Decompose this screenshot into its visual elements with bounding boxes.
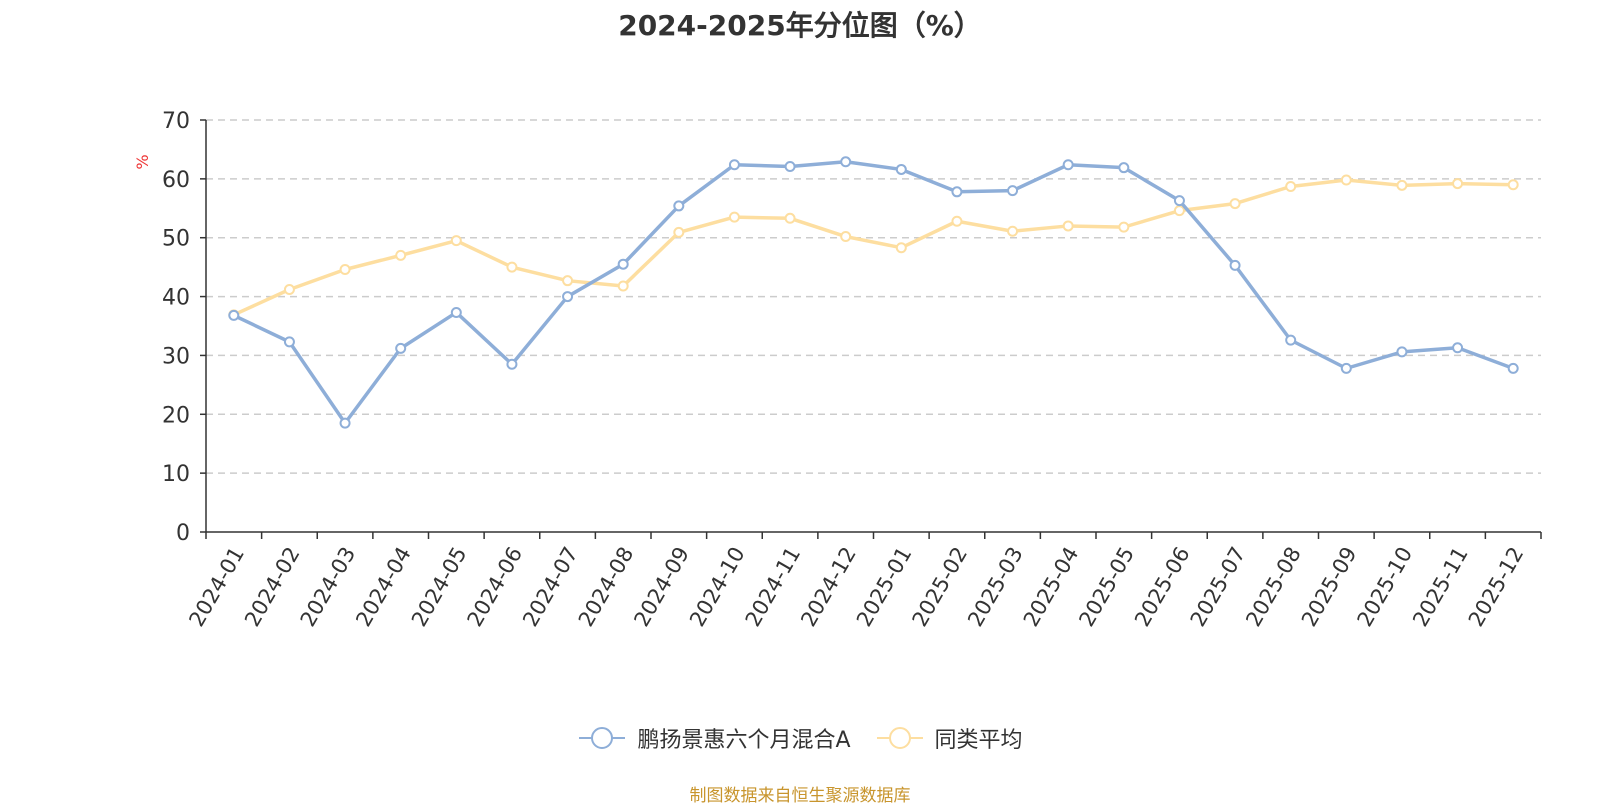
chart-title: 2024-2025年分位图（%） <box>618 9 982 42</box>
x-tick-label: 2024-01 <box>184 543 249 631</box>
data-point <box>1062 220 1074 232</box>
data-point <box>673 200 685 212</box>
data-point <box>784 212 796 224</box>
data-point <box>1173 195 1185 207</box>
x-tick-label: 2024-10 <box>685 543 750 631</box>
y-axis-label: % <box>133 154 152 169</box>
data-point <box>728 211 740 223</box>
legend-item[interactable]: 同类平均 <box>875 722 1023 754</box>
x-tick-label: 2024-07 <box>518 543 583 631</box>
data-point <box>562 291 574 303</box>
legend-item[interactable]: 鹏扬景惠六个月混合A <box>577 722 851 754</box>
x-tick-label: 2024-09 <box>629 543 694 631</box>
data-point <box>617 280 629 292</box>
x-tick-label: 2024-03 <box>296 543 361 631</box>
data-point <box>506 261 518 273</box>
data-point <box>1285 181 1297 193</box>
legend-label: 同类平均 <box>934 728 1023 753</box>
grid-lines <box>206 119 1541 474</box>
y-tick-label: 30 <box>162 344 190 369</box>
data-point <box>1007 185 1019 197</box>
series-lines <box>228 156 1519 429</box>
axes <box>200 119 1542 539</box>
data-point <box>784 160 796 172</box>
legend-circle <box>888 727 911 749</box>
data-point <box>1118 162 1130 174</box>
x-tick-label: 2025-11 <box>1408 543 1473 631</box>
data-point <box>617 258 629 270</box>
x-tick-label: 2025-04 <box>1019 543 1084 631</box>
data-point <box>228 309 240 321</box>
y-tick-label: 0 <box>176 521 190 546</box>
data-point <box>450 306 462 318</box>
y-tick-label: 50 <box>162 227 190 252</box>
data-point <box>1173 205 1185 217</box>
data-point <box>673 226 685 238</box>
y-tick-label: 70 <box>162 109 190 134</box>
data-point <box>1118 221 1130 233</box>
data-point <box>283 284 295 296</box>
data-point <box>895 163 907 175</box>
data-point <box>1396 346 1408 358</box>
data-point <box>395 249 407 261</box>
data-point <box>1507 362 1519 374</box>
x-tick-label: 2024-05 <box>407 543 472 631</box>
data-point <box>1007 225 1019 237</box>
y-tick-label: 60 <box>162 168 190 193</box>
x-tick-label: 2025-06 <box>1130 543 1195 631</box>
series-line <box>232 160 1515 425</box>
data-point <box>728 159 740 171</box>
x-tick-label: 2024-04 <box>351 543 416 631</box>
x-tick-label: 2025-05 <box>1074 543 1139 631</box>
data-point <box>339 263 351 275</box>
data-point <box>840 231 852 243</box>
series-line <box>232 178 1515 317</box>
x-tick-label: 2025-03 <box>963 543 1028 631</box>
data-point <box>1452 178 1464 190</box>
data-point <box>1452 342 1464 354</box>
y-tick-label: 40 <box>162 286 190 311</box>
x-tick-label: 2025-01 <box>852 543 917 631</box>
x-tick-label: 2024-06 <box>463 543 528 631</box>
data-point <box>450 235 462 247</box>
data-point <box>1396 179 1408 191</box>
data-point <box>1340 174 1352 186</box>
source-note: 制图数据来自恒生聚源数据库 <box>689 786 911 806</box>
data-point <box>1062 159 1074 171</box>
legend-marker-icon <box>876 727 923 749</box>
x-tick-label: 2024-02 <box>240 543 305 631</box>
x-tick-label: 2025-10 <box>1353 543 1418 631</box>
x-tick-label: 2025-09 <box>1297 543 1362 631</box>
x-tick-label: 2024-08 <box>574 543 639 631</box>
y-tick-label: 10 <box>162 462 190 487</box>
legend: 鹏扬景惠六个月混合A 同类平均 <box>0 722 1600 754</box>
data-point <box>339 417 351 429</box>
data-point <box>1507 179 1519 191</box>
data-point <box>840 156 852 168</box>
data-point <box>395 342 407 354</box>
data-point <box>283 336 295 348</box>
x-tick-label: 2024-11 <box>741 543 806 631</box>
x-tick-label: 2025-07 <box>1186 543 1251 631</box>
data-point <box>1229 259 1241 271</box>
data-point <box>1285 334 1297 346</box>
legend-circle <box>591 727 614 749</box>
x-tick-label: 2025-02 <box>908 543 973 631</box>
legend-label: 鹏扬景惠六个月混合A <box>637 728 851 753</box>
x-tick-label: 2025-12 <box>1464 543 1529 631</box>
data-point <box>895 242 907 254</box>
data-point <box>562 275 574 287</box>
data-point <box>1340 362 1352 374</box>
y-tick-label: 20 <box>162 403 190 428</box>
data-point <box>1229 198 1241 210</box>
data-point <box>951 186 963 198</box>
x-tick-label: 2024-12 <box>796 543 861 631</box>
x-tick-label: 2025-08 <box>1241 543 1306 631</box>
legend-marker-icon <box>579 727 626 749</box>
data-point <box>506 358 518 370</box>
tick-labels: 010203040506070%2024-012024-022024-03202… <box>133 109 1528 631</box>
data-point <box>951 215 963 227</box>
